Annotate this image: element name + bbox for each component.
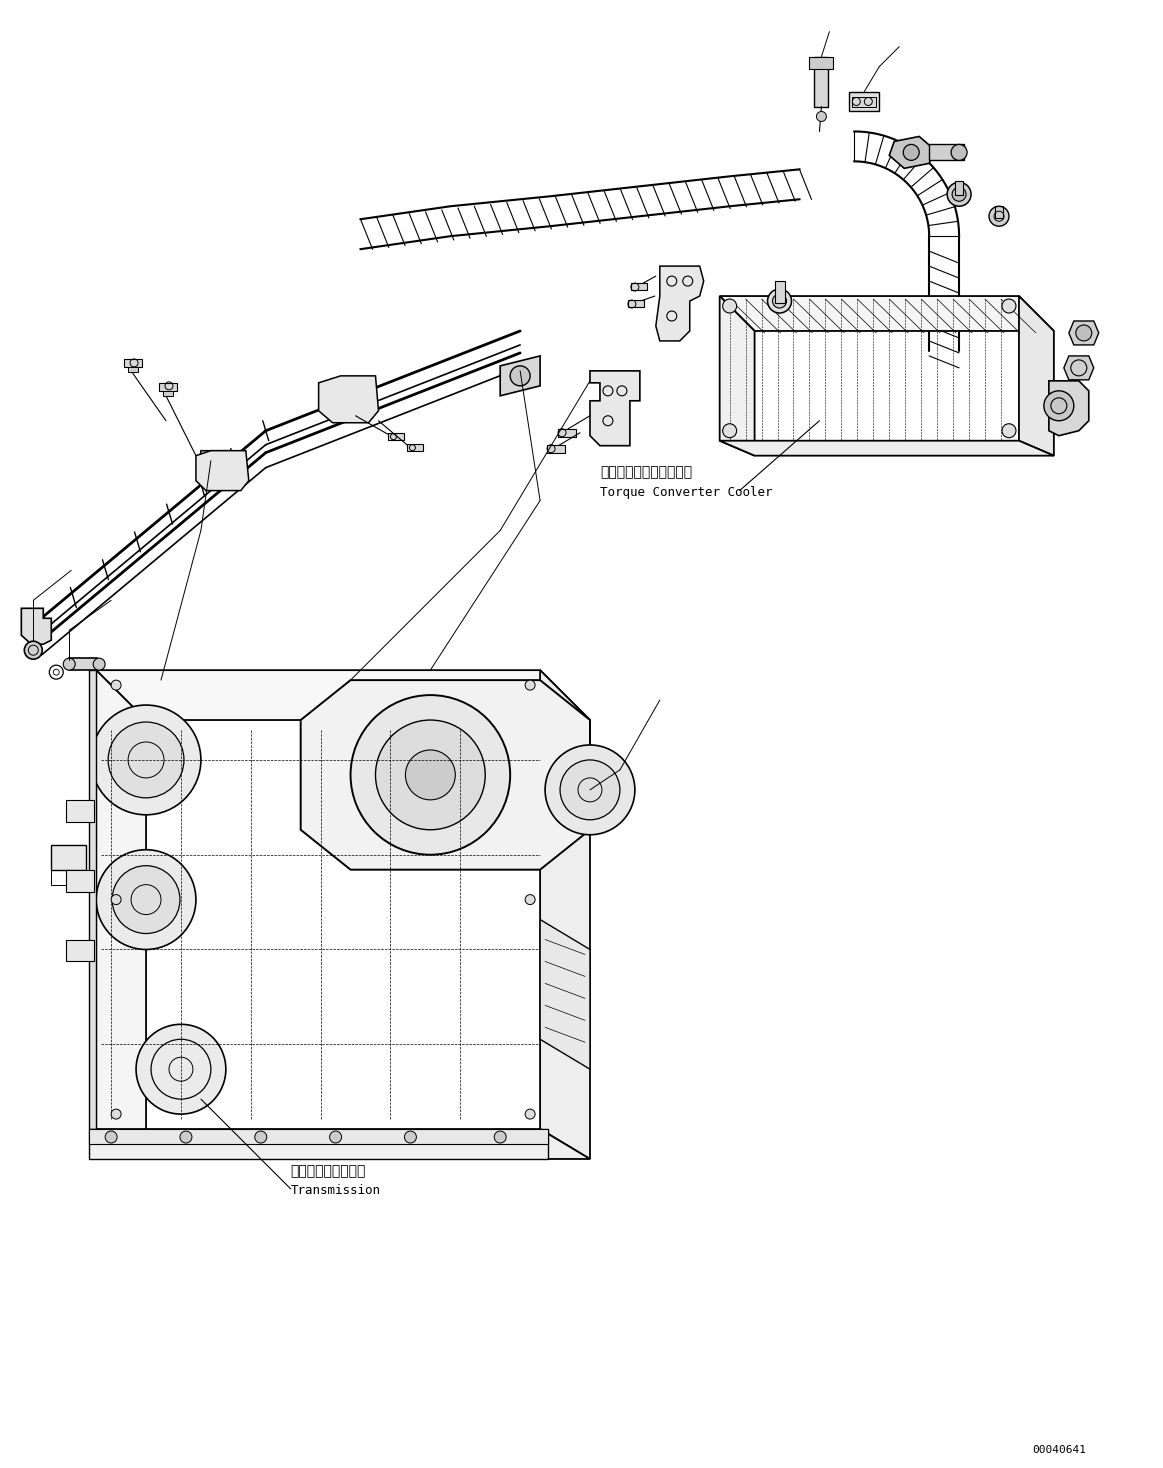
Circle shape bbox=[951, 144, 968, 160]
Circle shape bbox=[722, 424, 736, 437]
Circle shape bbox=[1003, 299, 1016, 313]
Polygon shape bbox=[199, 451, 233, 471]
Circle shape bbox=[526, 894, 535, 904]
Bar bbox=[90, 1129, 548, 1144]
Polygon shape bbox=[890, 137, 934, 169]
Text: Torque Converter Cooler: Torque Converter Cooler bbox=[600, 486, 772, 499]
Circle shape bbox=[108, 722, 184, 797]
Circle shape bbox=[1044, 390, 1073, 421]
Circle shape bbox=[97, 850, 195, 950]
Circle shape bbox=[329, 1130, 342, 1144]
Circle shape bbox=[112, 894, 121, 904]
Circle shape bbox=[112, 680, 121, 690]
Circle shape bbox=[768, 289, 792, 313]
Bar bbox=[51, 844, 86, 869]
Polygon shape bbox=[1064, 355, 1093, 380]
Polygon shape bbox=[1019, 297, 1054, 455]
Polygon shape bbox=[1069, 321, 1099, 345]
Text: トルクコンバータクーラ: トルクコンバータクーラ bbox=[600, 465, 692, 480]
Bar bbox=[929, 144, 964, 160]
Polygon shape bbox=[90, 671, 97, 1129]
Polygon shape bbox=[97, 1129, 590, 1158]
Polygon shape bbox=[1049, 380, 1089, 436]
Circle shape bbox=[1076, 324, 1092, 341]
Bar bbox=[996, 207, 1003, 219]
Bar bbox=[628, 299, 644, 307]
Circle shape bbox=[405, 1130, 416, 1144]
Circle shape bbox=[526, 1110, 535, 1119]
Circle shape bbox=[406, 750, 455, 800]
Bar bbox=[163, 390, 173, 396]
Bar bbox=[124, 358, 142, 367]
Polygon shape bbox=[720, 297, 755, 455]
Circle shape bbox=[91, 705, 201, 815]
Polygon shape bbox=[301, 680, 590, 869]
Polygon shape bbox=[319, 376, 378, 423]
Polygon shape bbox=[590, 371, 640, 446]
Polygon shape bbox=[720, 440, 1054, 455]
Polygon shape bbox=[21, 608, 51, 644]
Circle shape bbox=[376, 719, 485, 829]
Bar bbox=[852, 97, 876, 107]
Bar bbox=[809, 57, 834, 69]
Circle shape bbox=[63, 658, 76, 671]
Circle shape bbox=[904, 144, 919, 160]
Polygon shape bbox=[195, 451, 249, 490]
Polygon shape bbox=[326, 380, 363, 398]
Circle shape bbox=[112, 1110, 121, 1119]
Text: 00040641: 00040641 bbox=[1032, 1446, 1086, 1455]
Circle shape bbox=[989, 207, 1009, 226]
Circle shape bbox=[526, 680, 535, 690]
Circle shape bbox=[816, 112, 827, 122]
Bar bbox=[66, 869, 94, 891]
Circle shape bbox=[350, 694, 511, 854]
Circle shape bbox=[24, 642, 42, 659]
Bar bbox=[630, 283, 647, 291]
Circle shape bbox=[105, 1130, 117, 1144]
Circle shape bbox=[952, 188, 966, 201]
Circle shape bbox=[947, 182, 971, 207]
Bar bbox=[90, 1129, 548, 1158]
Circle shape bbox=[772, 294, 786, 308]
Circle shape bbox=[136, 1025, 226, 1114]
Circle shape bbox=[255, 1130, 266, 1144]
Circle shape bbox=[180, 1130, 192, 1144]
Polygon shape bbox=[656, 266, 704, 341]
Circle shape bbox=[545, 744, 635, 835]
Polygon shape bbox=[500, 355, 540, 396]
Bar bbox=[547, 445, 565, 452]
Bar bbox=[407, 443, 423, 451]
Circle shape bbox=[93, 658, 105, 671]
Circle shape bbox=[561, 760, 620, 819]
Circle shape bbox=[494, 1130, 506, 1144]
Polygon shape bbox=[720, 297, 1054, 330]
Bar bbox=[66, 800, 94, 822]
Polygon shape bbox=[540, 671, 590, 1158]
Circle shape bbox=[511, 366, 530, 386]
Bar bbox=[955, 182, 963, 195]
Bar bbox=[66, 940, 94, 962]
Bar bbox=[558, 429, 576, 436]
Bar bbox=[128, 367, 138, 371]
Bar bbox=[388, 433, 405, 440]
Polygon shape bbox=[540, 919, 590, 1069]
Bar bbox=[814, 57, 828, 107]
Bar bbox=[775, 280, 785, 302]
Text: Transmission: Transmission bbox=[291, 1185, 380, 1198]
Bar bbox=[849, 91, 879, 112]
Circle shape bbox=[1003, 424, 1016, 437]
Bar bbox=[159, 383, 177, 390]
Bar bbox=[51, 869, 86, 885]
Circle shape bbox=[112, 866, 180, 934]
Circle shape bbox=[722, 299, 736, 313]
Polygon shape bbox=[97, 671, 590, 719]
Polygon shape bbox=[97, 671, 147, 1158]
Bar bbox=[70, 658, 98, 671]
Text: トランスミッション: トランスミッション bbox=[291, 1164, 366, 1177]
